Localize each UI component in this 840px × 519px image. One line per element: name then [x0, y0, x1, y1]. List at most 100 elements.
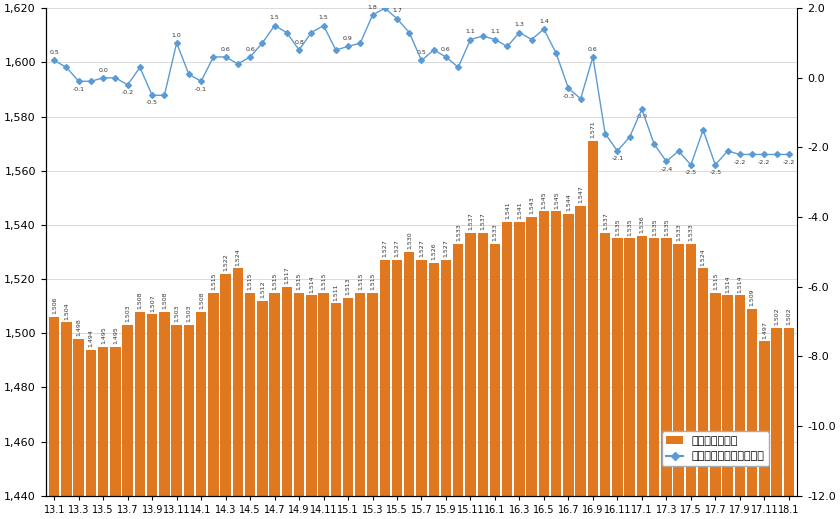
Bar — [477, 233, 488, 519]
Text: 1,515: 1,515 — [272, 272, 277, 290]
Bar — [685, 244, 696, 519]
Text: 0.8: 0.8 — [294, 40, 304, 45]
Text: 1,507: 1,507 — [150, 294, 155, 311]
Text: 1,535: 1,535 — [615, 218, 620, 236]
Text: 0.6: 0.6 — [245, 47, 255, 52]
Bar — [661, 238, 671, 519]
Bar — [527, 217, 537, 519]
Bar — [380, 260, 390, 519]
Bar — [196, 311, 207, 519]
Bar — [722, 295, 732, 519]
Bar — [417, 260, 427, 519]
Text: 1,571: 1,571 — [591, 120, 596, 138]
Text: 0.0: 0.0 — [98, 67, 108, 73]
Bar — [612, 238, 622, 519]
Bar — [784, 328, 794, 519]
Bar — [771, 328, 782, 519]
Bar — [624, 238, 635, 519]
Text: 1,514: 1,514 — [309, 275, 314, 293]
Text: 1,514: 1,514 — [725, 275, 730, 293]
Bar — [674, 244, 684, 519]
Bar — [318, 293, 328, 519]
Text: 1,503: 1,503 — [174, 305, 179, 322]
Text: 1.4: 1.4 — [539, 19, 549, 24]
Bar — [367, 293, 378, 519]
Text: 1,511: 1,511 — [333, 283, 339, 301]
Text: 1,537: 1,537 — [602, 213, 607, 230]
Text: 1,509: 1,509 — [749, 289, 754, 306]
Bar — [649, 238, 659, 519]
Bar — [160, 311, 170, 519]
Text: 1,515: 1,515 — [713, 272, 718, 290]
Text: 1,535: 1,535 — [664, 218, 669, 236]
Text: -2.2: -2.2 — [759, 160, 770, 165]
Bar — [428, 263, 439, 519]
Bar — [123, 325, 133, 519]
Text: 1,526: 1,526 — [431, 242, 436, 260]
Text: 1.1: 1.1 — [490, 29, 500, 34]
Text: -2.4: -2.4 — [660, 167, 673, 172]
Bar — [61, 322, 71, 519]
Bar — [306, 295, 317, 519]
Text: -0.1: -0.1 — [73, 87, 85, 91]
Bar — [563, 214, 574, 519]
Bar — [551, 211, 561, 519]
Bar — [281, 287, 292, 519]
Text: 1,547: 1,547 — [578, 185, 583, 203]
Text: 0.5: 0.5 — [417, 50, 427, 55]
Text: 1,541: 1,541 — [505, 202, 510, 220]
Text: -2.1: -2.1 — [612, 156, 623, 161]
Bar — [637, 236, 647, 519]
Text: 1,536: 1,536 — [639, 215, 644, 233]
Text: 1,515: 1,515 — [321, 272, 326, 290]
Text: 1,506: 1,506 — [52, 297, 57, 315]
Bar — [441, 260, 451, 519]
Text: -2.5: -2.5 — [709, 170, 722, 175]
Text: 1,543: 1,543 — [529, 196, 534, 214]
Text: 1.8: 1.8 — [368, 5, 377, 10]
Bar — [600, 233, 611, 519]
Bar — [710, 293, 721, 519]
Bar — [49, 317, 60, 519]
Bar — [698, 268, 708, 519]
Bar — [220, 274, 231, 519]
Bar — [343, 298, 354, 519]
Text: 1,502: 1,502 — [774, 307, 779, 325]
Bar — [759, 342, 769, 519]
Text: 1.5: 1.5 — [270, 16, 280, 20]
Bar — [73, 339, 84, 519]
Text: 1,522: 1,522 — [223, 253, 228, 271]
Text: 1,513: 1,513 — [345, 278, 350, 295]
Text: 1,514: 1,514 — [738, 275, 743, 293]
Text: 1,495: 1,495 — [101, 326, 106, 344]
Bar — [245, 293, 255, 519]
Text: 1,545: 1,545 — [542, 191, 547, 209]
Text: -2.2: -2.2 — [733, 160, 746, 165]
Text: 1,537: 1,537 — [480, 213, 486, 230]
Text: 1,533: 1,533 — [456, 223, 460, 241]
Text: 1,503: 1,503 — [186, 305, 192, 322]
Text: 1,533: 1,533 — [676, 223, 681, 241]
Text: 1,541: 1,541 — [517, 202, 522, 220]
Bar — [538, 211, 549, 519]
Text: 1,498: 1,498 — [76, 318, 81, 336]
Text: 1,515: 1,515 — [370, 272, 375, 290]
Text: 1,503: 1,503 — [125, 305, 130, 322]
Text: 1,545: 1,545 — [554, 191, 559, 209]
Text: 1,512: 1,512 — [260, 280, 265, 298]
Text: 1,504: 1,504 — [64, 302, 69, 320]
Bar — [208, 293, 218, 519]
Bar — [514, 222, 525, 519]
Text: 1,524: 1,524 — [701, 248, 706, 266]
Bar — [171, 325, 181, 519]
Text: 1.5: 1.5 — [318, 16, 328, 20]
Text: 0.6: 0.6 — [588, 47, 598, 52]
Text: -0.5: -0.5 — [146, 101, 158, 105]
Text: 1.0: 1.0 — [171, 33, 181, 38]
Text: 1.1: 1.1 — [465, 29, 475, 34]
Bar — [465, 233, 475, 519]
Text: -0.9: -0.9 — [636, 114, 648, 119]
Text: 1,537: 1,537 — [468, 213, 473, 230]
Bar — [233, 268, 243, 519]
Text: -0.1: -0.1 — [195, 87, 207, 91]
